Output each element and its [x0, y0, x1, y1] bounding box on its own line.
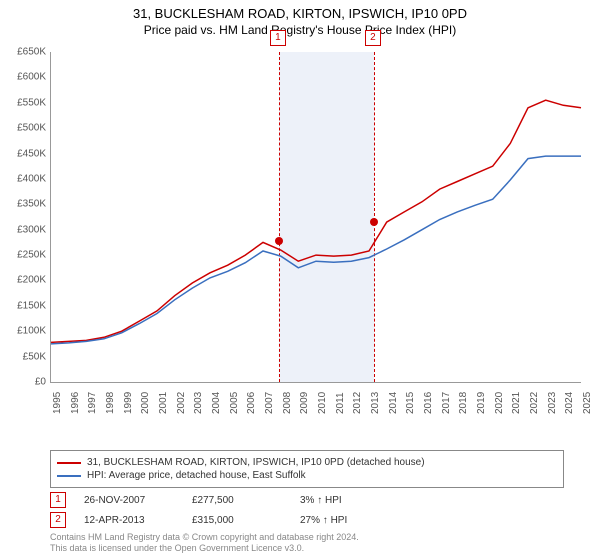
transaction-price-2: £315,000: [192, 515, 282, 526]
x-tick-label: 1996: [70, 392, 81, 414]
series-line-hpi: [51, 156, 581, 344]
x-tick-label: 2010: [317, 392, 328, 414]
y-tick-label: £450K: [17, 148, 46, 159]
x-tick-label: 2024: [564, 392, 575, 414]
line-series-svg: [51, 52, 581, 382]
chart-container: 31, BUCKLESHAM ROAD, KIRTON, IPSWICH, IP…: [0, 0, 600, 560]
title-address: 31, BUCKLESHAM ROAD, KIRTON, IPSWICH, IP…: [0, 6, 600, 21]
transaction-marker-1: 1: [50, 492, 66, 508]
x-tick-label: 2021: [511, 392, 522, 414]
x-tick-label: 2013: [370, 392, 381, 414]
x-tick-label: 1999: [123, 392, 134, 414]
x-tick-label: 2020: [494, 392, 505, 414]
x-tick-label: 2015: [405, 392, 416, 414]
x-tick-label: 2008: [282, 392, 293, 414]
x-tick-label: 1998: [105, 392, 116, 414]
legend-label-property: 31, BUCKLESHAM ROAD, KIRTON, IPSWICH, IP…: [87, 457, 425, 468]
x-tick-label: 2012: [352, 392, 363, 414]
x-tick-label: 2018: [458, 392, 469, 414]
footer-line2: This data is licensed under the Open Gov…: [50, 543, 359, 554]
x-tick-label: 2014: [388, 392, 399, 414]
legend-swatch-hpi: [57, 475, 81, 477]
chart-marker-box: 2: [365, 30, 381, 46]
transactions-table: 1 26-NOV-2007 £277,500 3% ↑ HPI 2 12-APR…: [50, 492, 390, 532]
x-tick-label: 2004: [211, 392, 222, 414]
transaction-row-1: 1 26-NOV-2007 £277,500 3% ↑ HPI: [50, 492, 390, 508]
transaction-price-1: £277,500: [192, 495, 282, 506]
x-tick-label: 2002: [176, 392, 187, 414]
footer: Contains HM Land Registry data © Crown c…: [50, 532, 359, 554]
y-tick-label: £200K: [17, 275, 46, 286]
x-tick-label: 2009: [299, 392, 310, 414]
transaction-delta-2: 27% ↑ HPI: [300, 515, 390, 526]
legend-swatch-property: [57, 462, 81, 464]
y-tick-label: £550K: [17, 97, 46, 108]
y-tick-label: £350K: [17, 199, 46, 210]
y-tick-label: £500K: [17, 123, 46, 134]
chart-marker-box: 1: [270, 30, 286, 46]
x-tick-label: 2007: [264, 392, 275, 414]
series-line-property: [51, 100, 581, 342]
y-tick-label: £300K: [17, 224, 46, 235]
sale-dot: [370, 218, 378, 226]
transaction-delta-1: 3% ↑ HPI: [300, 495, 390, 506]
title-subtitle: Price paid vs. HM Land Registry's House …: [0, 23, 600, 37]
y-tick-label: £0: [35, 377, 46, 388]
x-tick-label: 2011: [335, 392, 346, 414]
x-tick-label: 1997: [87, 392, 98, 414]
footer-line1: Contains HM Land Registry data © Crown c…: [50, 532, 359, 543]
legend-row-property: 31, BUCKLESHAM ROAD, KIRTON, IPSWICH, IP…: [57, 457, 557, 468]
transaction-row-2: 2 12-APR-2013 £315,000 27% ↑ HPI: [50, 512, 390, 528]
x-tick-label: 2005: [229, 392, 240, 414]
chart-area: £0£50K£100K£150K£200K£250K£300K£350K£400…: [50, 52, 580, 412]
x-tick-label: 1995: [52, 392, 63, 414]
y-tick-label: £650K: [17, 47, 46, 58]
x-tick-label: 2001: [158, 392, 169, 414]
y-tick-label: £600K: [17, 72, 46, 83]
title-block: 31, BUCKLESHAM ROAD, KIRTON, IPSWICH, IP…: [0, 0, 600, 37]
transaction-date-1: 26-NOV-2007: [84, 495, 174, 506]
x-tick-label: 2000: [140, 392, 151, 414]
legend: 31, BUCKLESHAM ROAD, KIRTON, IPSWICH, IP…: [50, 450, 564, 488]
x-tick-label: 2025: [582, 392, 593, 414]
x-tick-label: 2003: [193, 392, 204, 414]
x-tick-label: 2017: [441, 392, 452, 414]
transaction-marker-2: 2: [50, 512, 66, 528]
legend-row-hpi: HPI: Average price, detached house, East…: [57, 470, 557, 481]
x-tick-label: 2023: [547, 392, 558, 414]
x-tick-label: 2006: [246, 392, 257, 414]
y-tick-label: £150K: [17, 300, 46, 311]
y-tick-label: £100K: [17, 326, 46, 337]
plot-region: [50, 52, 581, 383]
sale-dot: [275, 237, 283, 245]
x-tick-label: 2019: [476, 392, 487, 414]
y-tick-label: £400K: [17, 173, 46, 184]
transaction-date-2: 12-APR-2013: [84, 515, 174, 526]
legend-label-hpi: HPI: Average price, detached house, East…: [87, 470, 306, 481]
x-tick-label: 2016: [423, 392, 434, 414]
y-tick-label: £50K: [23, 351, 46, 362]
y-tick-label: £250K: [17, 250, 46, 261]
x-tick-label: 2022: [529, 392, 540, 414]
